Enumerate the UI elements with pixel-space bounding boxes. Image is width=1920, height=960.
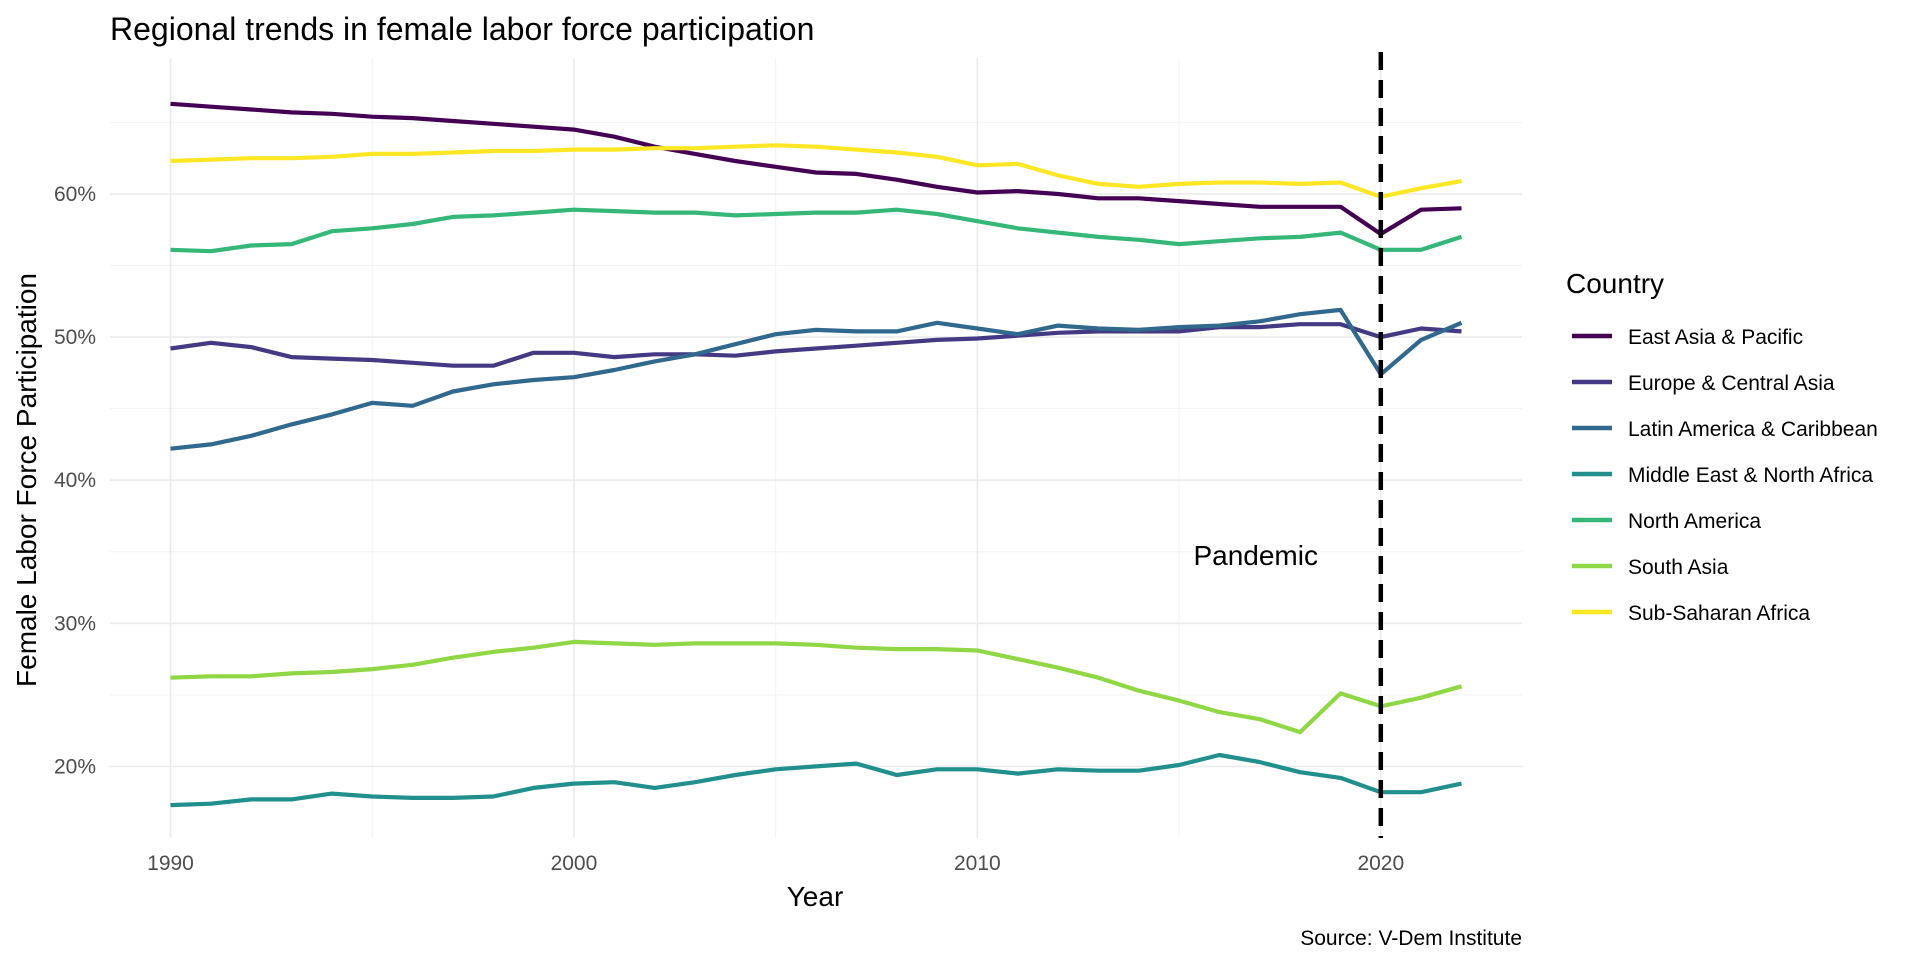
series-line-latin-america-caribbean bbox=[170, 307, 1463, 451]
chart-title: Regional trends in female labor force pa… bbox=[110, 11, 814, 47]
y-tick-label: 20% bbox=[54, 755, 96, 778]
series-lines bbox=[170, 101, 1463, 808]
pandemic-annotation: Pandemic bbox=[1193, 540, 1318, 571]
legend-item: Latin America & Caribbean bbox=[1572, 418, 1878, 441]
x-axis-ticks: 1990 2000 2010 2020 bbox=[147, 852, 1404, 875]
x-axis-title: Year bbox=[787, 881, 844, 912]
legend-label: Sub-Saharan Africa bbox=[1628, 602, 1810, 625]
legend-item: South Asia bbox=[1572, 556, 1729, 579]
x-tick-label: 2000 bbox=[551, 852, 598, 875]
series-line-south-asia bbox=[170, 639, 1463, 735]
series-line-europe-central-asia bbox=[170, 322, 1462, 368]
x-tick-label: 2010 bbox=[954, 852, 1001, 875]
legend-label: South Asia bbox=[1628, 556, 1729, 579]
y-tick-label: 60% bbox=[54, 183, 96, 206]
legend-label: Latin America & Caribbean bbox=[1628, 418, 1878, 441]
series-line-sub-saharan-africa bbox=[170, 143, 1462, 199]
legend-label: North America bbox=[1628, 510, 1761, 533]
series-line-middle-east-north-africa bbox=[170, 752, 1462, 808]
series-line-east-asia-pacific bbox=[170, 101, 1462, 237]
legend-label: East Asia & Pacific bbox=[1628, 326, 1803, 349]
y-axis-title: Female Labor Force Participation bbox=[11, 273, 42, 687]
legend-item: East Asia & Pacific bbox=[1572, 326, 1803, 349]
source-caption: Source: V-Dem Institute bbox=[1300, 927, 1522, 950]
legend-item: Europe & Central Asia bbox=[1572, 372, 1835, 395]
x-tick-label: 1990 bbox=[147, 852, 194, 875]
legend-item: Sub-Saharan Africa bbox=[1572, 602, 1810, 625]
legend-item: North America bbox=[1572, 510, 1761, 533]
legend-title: Country bbox=[1566, 268, 1664, 299]
legend: Country East Asia & Pacific Europe & Cent… bbox=[1566, 268, 1878, 625]
legend-label: Middle East & North Africa bbox=[1628, 464, 1873, 487]
series-line-north-america bbox=[170, 207, 1463, 254]
y-tick-label: 50% bbox=[54, 326, 96, 349]
y-tick-label: 40% bbox=[54, 469, 96, 492]
legend-item: Middle East & North Africa bbox=[1572, 464, 1873, 487]
legend-label: Europe & Central Asia bbox=[1628, 372, 1835, 395]
x-tick-label: 2020 bbox=[1357, 852, 1404, 875]
y-axis-ticks: 20% 30% 40% 50% 60% bbox=[54, 183, 96, 778]
y-tick-label: 30% bbox=[54, 612, 96, 635]
